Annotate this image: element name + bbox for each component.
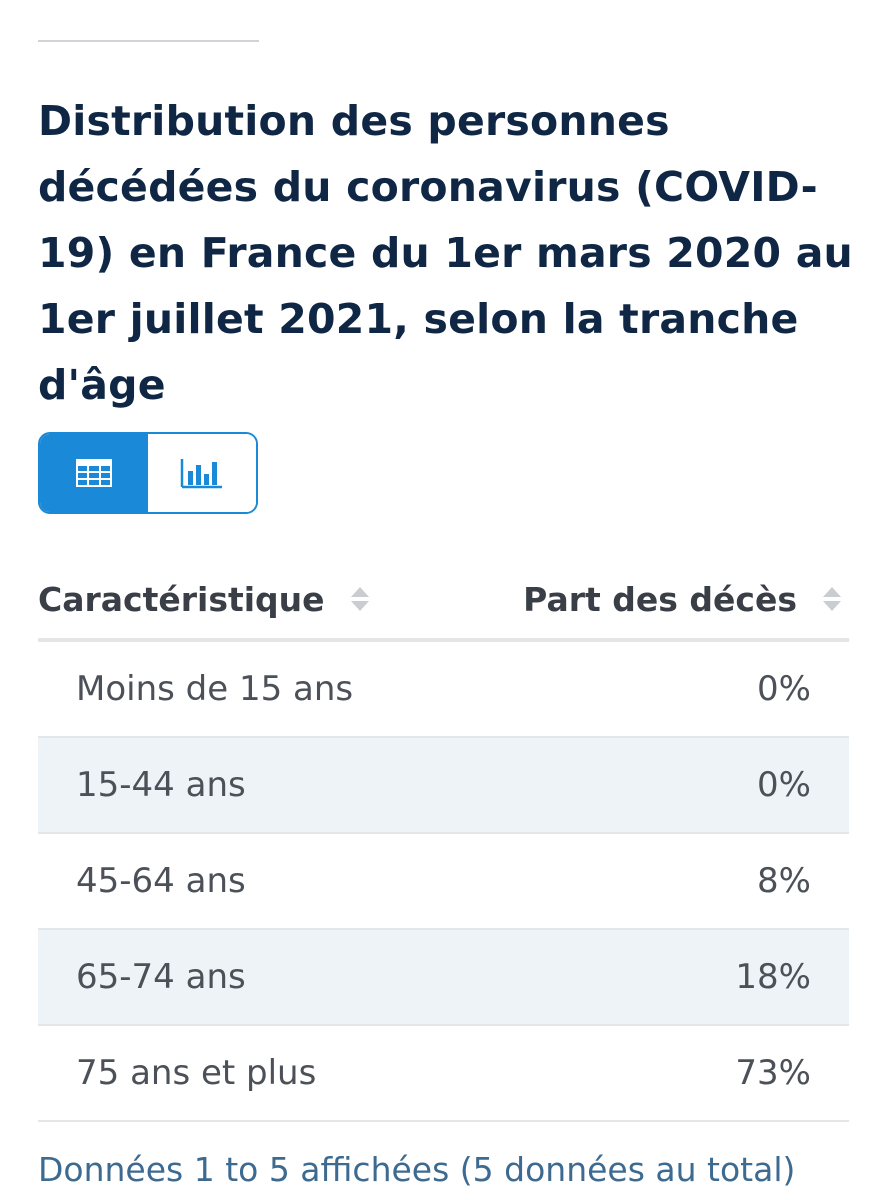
table-header-row: Caractéristique Part des décès <box>38 560 849 642</box>
row-value: 8% <box>459 833 849 930</box>
view-toggle <box>38 432 258 514</box>
row-label: 45-64 ans <box>38 833 460 930</box>
row-label: 65-74 ans <box>38 929 460 1026</box>
row-label: 75 ans et plus <box>38 1025 460 1122</box>
column-header-caracteristique[interactable]: Caractéristique <box>38 560 460 642</box>
table-view-button[interactable] <box>40 434 148 512</box>
row-label: 15-44 ans <box>38 737 460 834</box>
column-header-label: Part des décès <box>523 579 797 619</box>
data-table: Caractéristique Part des décès Moins de … <box>38 560 849 1122</box>
table-row: 15-44 ans 0% <box>38 737 849 834</box>
records-summary: Données 1 to 5 affichées (5 données au t… <box>38 1150 796 1189</box>
page-title: Distribution des personnes décédées du c… <box>38 97 853 409</box>
sort-icon[interactable] <box>350 587 369 611</box>
row-value: 18% <box>459 929 849 1026</box>
table-icon <box>76 459 112 487</box>
top-divider <box>38 40 259 42</box>
bar-chart-icon <box>180 459 222 489</box>
column-header-part-des-deces[interactable]: Part des décès <box>459 560 849 642</box>
row-label: Moins de 15 ans <box>38 640 460 738</box>
table-row: 65-74 ans 18% <box>38 929 849 1026</box>
table-row: 75 ans et plus 73% <box>38 1025 849 1122</box>
row-value: 73% <box>459 1025 849 1122</box>
table-row: Moins de 15 ans 0% <box>38 640 849 738</box>
chart-view-button[interactable] <box>148 434 256 512</box>
column-header-label: Caractéristique <box>38 579 325 619</box>
table-row: 45-64 ans 8% <box>38 833 849 930</box>
row-value: 0% <box>459 737 849 834</box>
row-value: 0% <box>459 640 849 738</box>
sort-icon[interactable] <box>823 587 841 611</box>
